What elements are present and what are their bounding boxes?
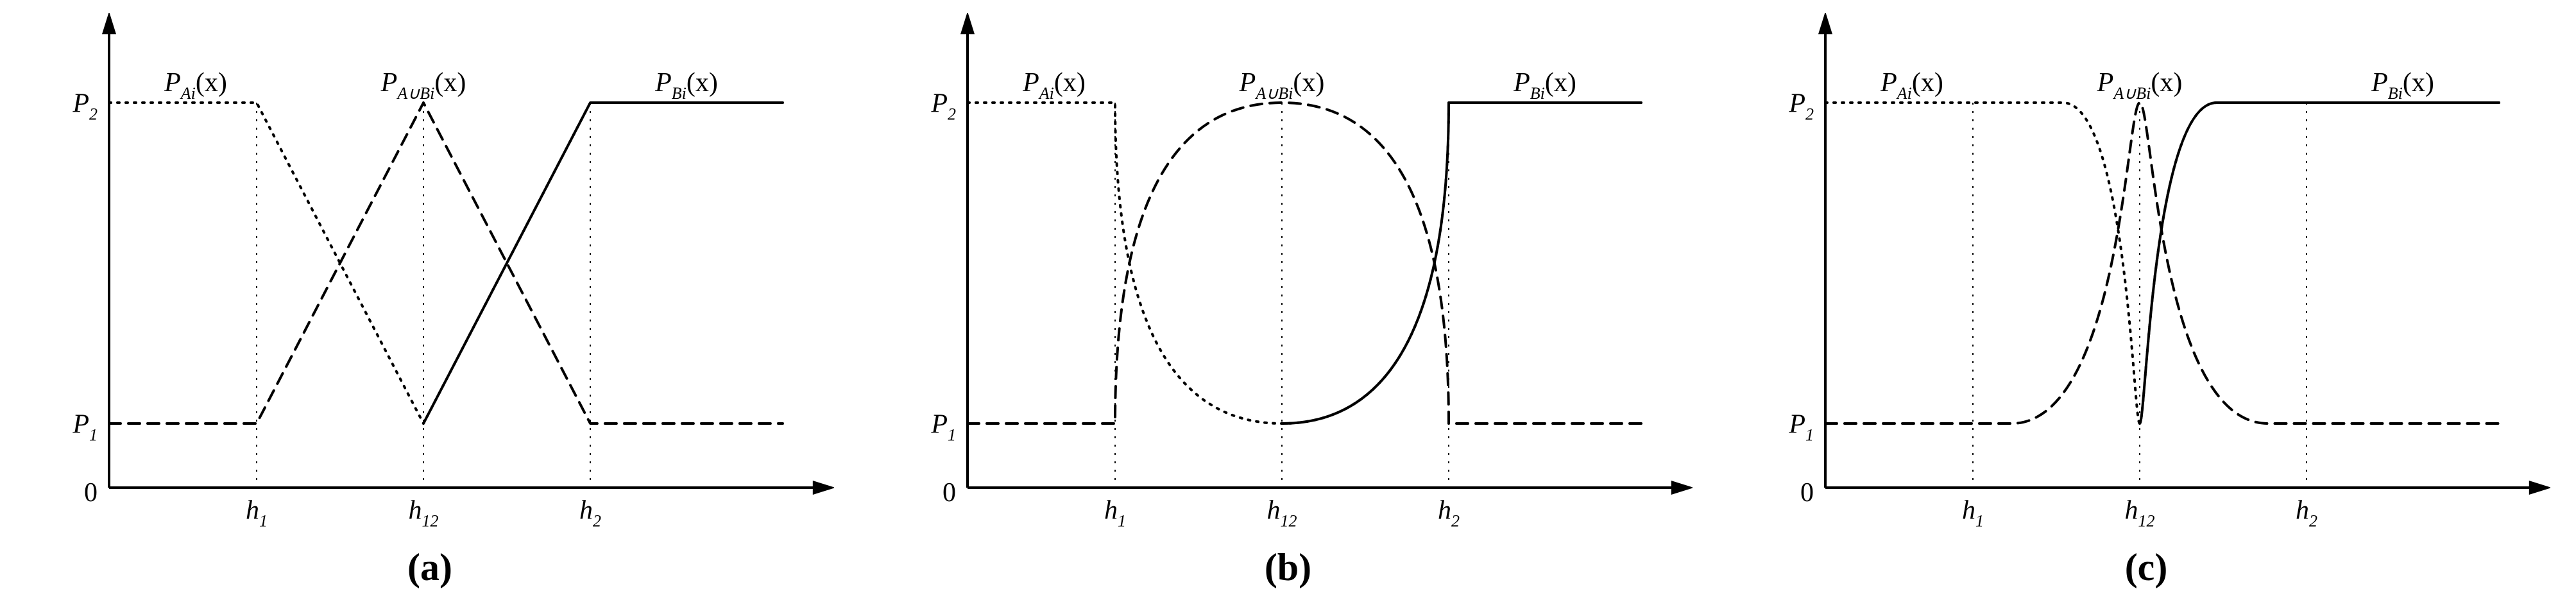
x-tick-h1: h1 <box>1104 495 1126 530</box>
x-tick-h2: h2 <box>579 495 601 530</box>
panel-b-plot: P2 P1 0 h1 h12 h2 PAi(x) PA∪Bi(x) PBi(x) <box>884 13 1693 539</box>
y-tick-P1: P1 <box>930 410 956 445</box>
origin-label: 0 <box>84 478 98 508</box>
y-tick-P2: P2 <box>72 89 98 124</box>
label-PBi: PBi(x) <box>2371 68 2434 103</box>
panel-c: P2 P1 0 h1 h12 h2 PAi(x) PA∪Bi(x) PBi(x) (c) <box>1742 13 2550 590</box>
y-tick-P1: P1 <box>72 410 98 445</box>
label-PAi: PAi(x) <box>164 68 227 103</box>
label-PAUBi: PA∪Bi(x) <box>2097 68 2183 103</box>
panel-c-plot: P2 P1 0 h1 h12 h2 PAi(x) PA∪Bi(x) PBi(x) <box>1742 13 2550 539</box>
curve-PAUB <box>109 103 783 424</box>
x-tick-h2: h2 <box>2296 495 2317 530</box>
curve-PA <box>109 103 783 424</box>
curve-PA <box>968 103 1641 424</box>
panel-c-caption: (c) <box>2125 545 2168 590</box>
panel-a-plot: P2 P1 0 h1 h12 h2 PAi(x) PA∪Bi(x) PBi(x) <box>26 13 834 539</box>
label-PBi: PBi(x) <box>1513 68 1576 103</box>
curve-PA <box>1825 103 2499 424</box>
label-PAUBi: PA∪Bi(x) <box>380 68 466 103</box>
x-tick-h1: h1 <box>1962 495 1984 530</box>
x-tick-h12: h12 <box>409 495 439 530</box>
x-tick-h12: h12 <box>2125 495 2155 530</box>
panel-b-caption: (b) <box>1265 545 1311 590</box>
y-axis-arrow <box>102 13 116 34</box>
panel-a-caption: (a) <box>407 545 452 590</box>
origin-label: 0 <box>1800 478 1814 508</box>
y-axis-arrow <box>1818 13 1832 34</box>
x-tick-h12: h12 <box>1267 495 1297 530</box>
x-axis-arrow <box>2529 481 2550 495</box>
x-axis-arrow <box>813 481 834 495</box>
label-PAi: PAi(x) <box>1022 68 1086 103</box>
y-tick-P2: P2 <box>930 89 956 124</box>
panel-b: P2 P1 0 h1 h12 h2 PAi(x) PA∪Bi(x) PBi(x) (b) <box>884 13 1693 590</box>
curve-PB <box>423 103 783 424</box>
origin-label: 0 <box>943 478 956 508</box>
label-PAi: PAi(x) <box>1880 68 1943 103</box>
label-PAUBi: PA∪Bi(x) <box>1238 68 1324 103</box>
curve-PB <box>2140 103 2499 424</box>
panel-a: P2 P1 0 h1 h12 h2 PAi(x) PA∪Bi(x) PBi(x) (a) <box>26 13 834 590</box>
curve-PAUB <box>968 103 1641 424</box>
curve-PB <box>1282 103 1641 424</box>
x-tick-h1: h1 <box>246 495 268 530</box>
x-tick-h2: h2 <box>1438 495 1460 530</box>
figure-row: P2 P1 0 h1 h12 h2 PAi(x) PA∪Bi(x) PBi(x) (a) P2 P1 0… <box>0 0 2576 616</box>
curve-PAUB <box>1825 103 2499 424</box>
y-tick-P2: P2 <box>1788 89 1814 124</box>
label-PBi: PBi(x) <box>654 68 718 103</box>
y-axis-arrow <box>960 13 975 34</box>
y-tick-P1: P1 <box>1788 410 1814 445</box>
x-axis-arrow <box>1671 481 1692 495</box>
